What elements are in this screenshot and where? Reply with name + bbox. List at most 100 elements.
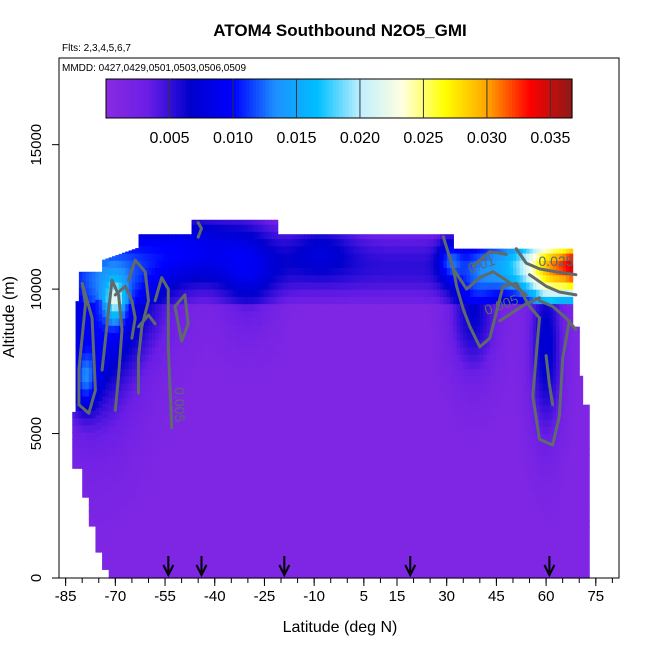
heatmap-cell bbox=[327, 426, 332, 435]
heatmap-cell bbox=[211, 476, 216, 485]
heatmap-cell bbox=[410, 238, 415, 247]
heatmap-cell bbox=[224, 390, 229, 399]
heatmap-cell bbox=[165, 354, 169, 362]
heatmap-cell bbox=[330, 397, 335, 406]
heatmap-cell bbox=[247, 462, 252, 471]
heatmap-cell bbox=[330, 513, 335, 521]
heatmap-cell bbox=[347, 303, 352, 312]
heatmap-cell bbox=[367, 549, 372, 557]
heatmap-cell bbox=[208, 267, 213, 276]
heatmap-cell bbox=[78, 302, 83, 310]
heatmap-cell bbox=[198, 245, 203, 254]
heatmap-cell bbox=[165, 419, 169, 427]
heatmap-cell bbox=[324, 498, 328, 507]
heatmap-cell bbox=[231, 267, 236, 276]
heatmap-cell bbox=[194, 419, 199, 427]
heatmap-cell bbox=[121, 505, 126, 514]
heatmap-cell bbox=[145, 411, 150, 420]
heatmap-cell bbox=[201, 534, 206, 543]
heatmap-cell bbox=[247, 484, 252, 492]
heatmap-cell bbox=[204, 332, 209, 341]
heatmap-cell bbox=[324, 397, 328, 406]
heatmap-cell bbox=[383, 563, 388, 572]
heatmap-cell bbox=[218, 310, 222, 319]
heatmap-cell bbox=[102, 266, 106, 274]
heatmap-cell bbox=[350, 339, 355, 348]
heatmap-cell bbox=[254, 505, 259, 514]
heatmap-cell bbox=[274, 563, 279, 572]
heatmap-cell bbox=[261, 455, 266, 464]
heatmap-cell bbox=[171, 274, 176, 283]
heatmap-cell bbox=[198, 397, 203, 406]
heatmap-cell bbox=[343, 419, 348, 427]
heatmap-cell bbox=[125, 354, 130, 362]
heatmap-cell bbox=[277, 469, 282, 478]
heatmap-cell bbox=[118, 253, 123, 261]
heatmap-cell bbox=[274, 390, 279, 399]
heatmap-cell bbox=[257, 361, 262, 370]
heatmap-cell bbox=[350, 310, 355, 319]
heatmap-cell bbox=[327, 527, 332, 536]
heatmap-cell bbox=[373, 368, 378, 377]
heatmap-cell bbox=[387, 253, 391, 261]
heatmap-cell bbox=[367, 520, 372, 529]
heatmap-cell bbox=[155, 513, 159, 521]
heatmap-cell bbox=[400, 462, 405, 471]
heatmap-cell bbox=[88, 461, 93, 469]
heatmap-cell bbox=[393, 484, 398, 492]
heatmap-cell bbox=[231, 303, 236, 312]
heatmap-cell bbox=[410, 563, 415, 572]
heatmap-cell bbox=[237, 505, 242, 514]
heatmap-cell bbox=[161, 505, 166, 514]
heatmap-cell bbox=[194, 462, 199, 471]
heatmap-cell bbox=[168, 289, 173, 297]
heatmap-cell bbox=[148, 426, 153, 435]
heatmap-cell bbox=[360, 253, 365, 261]
heatmap-cell bbox=[403, 354, 408, 362]
heatmap-cell bbox=[373, 440, 378, 449]
heatmap-cell bbox=[327, 375, 332, 384]
heatmap-cell bbox=[396, 505, 401, 514]
heatmap-cell bbox=[353, 549, 358, 557]
heatmap-cell bbox=[174, 339, 179, 348]
heatmap-cell bbox=[403, 346, 408, 355]
heatmap-cell bbox=[145, 513, 150, 521]
heatmap-cell bbox=[171, 513, 176, 521]
heatmap-cell bbox=[254, 318, 259, 326]
heatmap-cell bbox=[78, 331, 83, 339]
heatmap-cell bbox=[131, 440, 136, 449]
heatmap-cell bbox=[373, 556, 378, 565]
heatmap-cell bbox=[347, 383, 352, 391]
heatmap-cell bbox=[340, 541, 345, 550]
heatmap-cell bbox=[211, 281, 216, 290]
heatmap-cell bbox=[251, 527, 256, 536]
heatmap-cell bbox=[284, 563, 289, 572]
heatmap-cell bbox=[204, 419, 209, 427]
heatmap-cell bbox=[353, 303, 358, 312]
heatmap-cell bbox=[188, 303, 193, 312]
heatmap-cell bbox=[294, 267, 299, 276]
heatmap-cell bbox=[360, 426, 365, 435]
heatmap-cell bbox=[141, 354, 146, 362]
heatmap-cell bbox=[410, 253, 415, 261]
heatmap-cell bbox=[324, 267, 328, 276]
heatmap-cell bbox=[347, 426, 352, 435]
heatmap-cell bbox=[257, 260, 262, 269]
heatmap-cell bbox=[287, 440, 292, 449]
heatmap-cell bbox=[294, 325, 299, 334]
heatmap-cell bbox=[155, 346, 159, 355]
heatmap-cell bbox=[314, 527, 319, 536]
heatmap-cell bbox=[118, 469, 123, 478]
heatmap-cell bbox=[406, 570, 411, 579]
heatmap-cell bbox=[327, 253, 332, 261]
heatmap-cell bbox=[241, 484, 246, 492]
heatmap-cell bbox=[370, 253, 375, 261]
heatmap-cell bbox=[370, 234, 375, 240]
heatmap-cell bbox=[155, 390, 159, 399]
heatmap-cell bbox=[211, 219, 216, 225]
heatmap-cell bbox=[416, 346, 421, 355]
heatmap-cell bbox=[387, 368, 391, 377]
heatmap-cell bbox=[188, 513, 193, 521]
heatmap-cell bbox=[353, 419, 358, 427]
heatmap-cell bbox=[131, 498, 136, 507]
